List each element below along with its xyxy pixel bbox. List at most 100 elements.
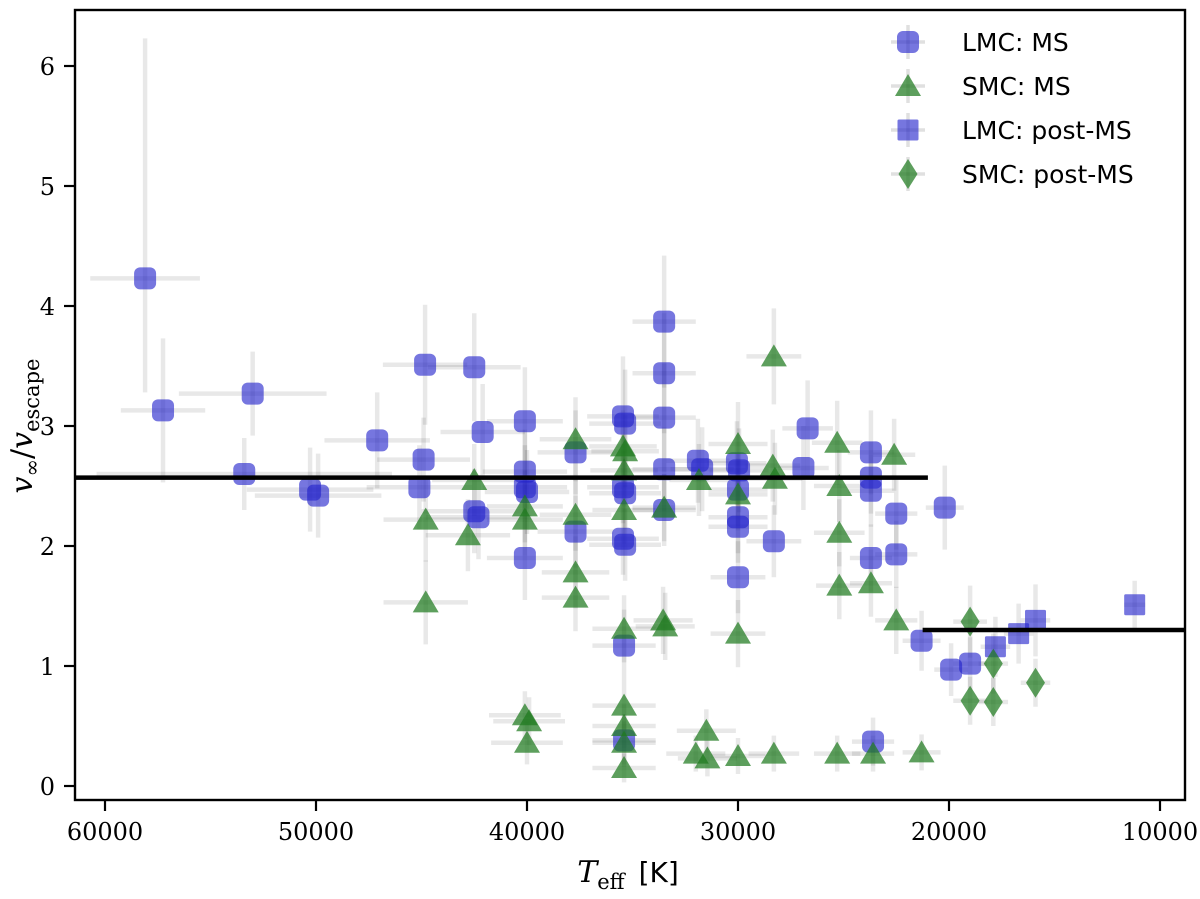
data-point-lmc-ms: [412, 448, 435, 471]
data-point-smc-ms: [454, 523, 481, 546]
data-point-lmc-ms: [653, 362, 676, 385]
data-point-lmc-ms: [613, 634, 636, 657]
data-point-lmc-ms: [471, 421, 494, 443]
data-point-smc-ms: [612, 439, 639, 462]
data-point-lmc-ms: [653, 458, 676, 481]
data-point-lmc-ms: [233, 463, 256, 485]
y-tick-label: 3: [40, 413, 55, 441]
data-point-smc-ms: [652, 614, 679, 637]
data-point-smc-ms: [881, 442, 908, 465]
data-point-lmc-ms: [408, 476, 431, 499]
data-point-smc-ms: [516, 709, 543, 732]
data-point-smc-ms: [611, 616, 638, 639]
data-point-lmc-ms: [467, 506, 490, 529]
data-point-smc-ms: [412, 507, 439, 530]
data-point-smc-ms: [725, 621, 751, 644]
data-point-smc-ms: [725, 482, 751, 505]
data-point-lmc-ms: [152, 399, 175, 422]
data-point-lmc-ms: [940, 658, 963, 681]
data-point-smc-ms: [511, 507, 538, 530]
data-point-smc-ms: [826, 520, 853, 543]
data-point-smc-ms: [857, 571, 884, 594]
data-point-lmc-ms: [414, 353, 437, 376]
data-point-smc-ms: [824, 741, 851, 764]
data-point-lmc-ms: [859, 441, 882, 464]
x-tick-label: 40000: [489, 818, 565, 846]
data-point-smc-ms: [611, 498, 638, 520]
data-point-smc-ms: [514, 730, 540, 753]
data-point-smc-ms: [562, 427, 589, 450]
plot-frame: [73, 8, 1187, 802]
legend-item-lmc-ms-marker: [897, 31, 919, 53]
data-point-lmc-ms: [859, 547, 882, 569]
data-point-lmc-ms: [516, 481, 538, 503]
y-axis-label: v∞/vescape: [5, 359, 44, 494]
data-point-lmc-post-ms: [984, 636, 1006, 658]
y-tick-label: 0: [40, 773, 55, 801]
data-point-lmc-ms: [885, 502, 908, 525]
data-point-smc-ms: [908, 740, 935, 763]
data-point-lmc-post-ms: [1025, 609, 1047, 631]
data-point-smc-ms: [824, 430, 851, 453]
data-point-lmc-ms: [859, 479, 882, 502]
data-point-lmc-ms: [366, 429, 389, 452]
data-point-lmc-ms: [614, 482, 637, 505]
data-point-smc-ms: [725, 744, 751, 766]
x-tick-label: 30000: [700, 818, 776, 846]
data-point-smc-ms: [759, 453, 786, 476]
data-point-smc-ms: [694, 746, 721, 769]
data-point-smc-ms: [693, 718, 720, 741]
data-point-lmc-ms: [463, 356, 486, 379]
data-point-smc-ms: [562, 585, 589, 608]
data-point-lmc-ms: [241, 382, 264, 405]
data-point-lmc-ms: [796, 417, 819, 440]
data-point-smc-ms: [826, 573, 853, 596]
data-point-smc-post-ms: [983, 687, 1003, 717]
data-point-lmc-ms: [653, 310, 676, 333]
data-point-smc-post-ms: [1026, 667, 1046, 698]
data-point-smc-ms: [760, 344, 787, 367]
data-point-lmc-ms: [762, 530, 785, 553]
legend-item-lmc-post-ms-label: LMC: post-MS: [962, 116, 1132, 145]
data-point-lmc-ms: [727, 566, 749, 589]
data-point-smc-ms: [826, 474, 853, 496]
data-point-lmc-ms: [134, 267, 157, 290]
legend-item-smc-post-ms-marker: [898, 159, 918, 189]
data-point-lmc-ms: [727, 515, 749, 538]
data-point-smc-ms: [611, 756, 638, 778]
y-tick-label: 2: [40, 533, 55, 561]
data-point-smc-ms: [651, 495, 678, 518]
data-point-smc-ms: [760, 741, 787, 764]
data-point-lmc-ms: [792, 457, 815, 479]
data-point-smc-ms: [562, 560, 589, 583]
data-point-smc-ms: [860, 741, 887, 764]
data-point-smc-ms: [412, 590, 439, 613]
data-point-smc-ms: [611, 693, 638, 716]
data-point-smc-ms: [611, 714, 638, 736]
legend-item-lmc-post-ms-marker: [897, 119, 919, 141]
legend-item-smc-post-ms-label: SMC: post-MS: [962, 160, 1134, 189]
data-point-smc-post-ms: [983, 648, 1003, 679]
data-point-smc-ms: [883, 608, 910, 631]
y-tick-label: 6: [40, 53, 55, 81]
y-tick-label: 4: [40, 293, 55, 321]
data-point-lmc-post-ms: [1124, 594, 1146, 616]
data-point-lmc-ms: [933, 496, 956, 519]
data-point-smc-post-ms: [960, 685, 980, 716]
data-point-lmc-ms: [614, 533, 637, 556]
legend-item-lmc-ms-label: LMC: MS: [962, 28, 1069, 57]
data-point-smc-ms: [511, 494, 538, 517]
data-point-smc-ms: [562, 502, 589, 525]
legend-item-smc-ms-marker: [895, 74, 921, 96]
y-tick-label: 5: [40, 173, 55, 201]
data-point-smc-ms: [725, 432, 751, 454]
data-point-lmc-ms: [885, 543, 908, 566]
data-point-lmc-ms: [564, 520, 587, 543]
data-point-lmc-ms: [513, 410, 536, 433]
data-point-lmc-ms: [614, 412, 637, 435]
data-point-smc-ms: [611, 458, 638, 481]
x-tick-label: 20000: [911, 818, 987, 846]
x-tick-label: 50000: [278, 818, 354, 846]
